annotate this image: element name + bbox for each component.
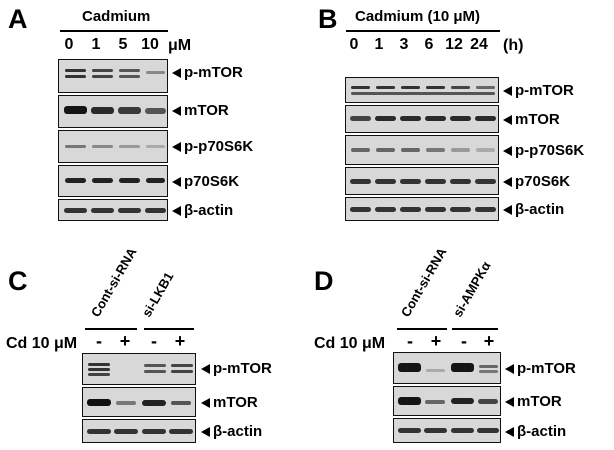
group-underline bbox=[85, 328, 137, 330]
row-label: β-actin bbox=[503, 202, 564, 217]
panel-b-lane-label: 3 bbox=[399, 36, 409, 53]
treatment-label: Cd 10 μM bbox=[6, 335, 78, 352]
group-underline bbox=[452, 328, 498, 330]
panel-b-lane-label: 12 bbox=[445, 36, 463, 53]
row-label: p-mTOR bbox=[172, 65, 243, 80]
row-label: mTOR bbox=[503, 112, 560, 127]
treatment-sign: + bbox=[430, 331, 442, 351]
group-underline bbox=[144, 328, 194, 330]
row-label: β-actin bbox=[172, 203, 233, 218]
panel-a-lane-label: 1 bbox=[91, 36, 101, 53]
blot-c-mtor bbox=[82, 387, 196, 417]
panel-a-unit: μM bbox=[168, 37, 192, 54]
treatment-sign: + bbox=[119, 331, 131, 351]
panel-a-header: Cadmium bbox=[82, 8, 151, 25]
panel-b-header: Cadmium (10 μM) bbox=[355, 8, 481, 25]
blot-b-mtor bbox=[345, 105, 499, 133]
row-label: β-actin bbox=[505, 424, 566, 439]
row-label: mTOR bbox=[201, 395, 258, 410]
blot-b-beta-actin bbox=[345, 197, 499, 221]
panel-b-unit: (h) bbox=[503, 37, 524, 54]
blot-a-beta-actin bbox=[58, 199, 168, 221]
blot-a-p-mtor bbox=[58, 59, 168, 93]
row-label: p-mTOR bbox=[505, 361, 576, 376]
blot-a-mtor bbox=[58, 95, 168, 128]
panel-a-lane-label: 0 bbox=[64, 36, 74, 53]
row-label: p70S6K bbox=[172, 174, 239, 189]
blot-c-beta-actin bbox=[82, 419, 196, 443]
panel-letter-d: D bbox=[314, 266, 334, 296]
blot-b-p-p70s6k bbox=[345, 135, 499, 165]
treatment-label: Cd 10 μM bbox=[314, 335, 386, 352]
panel-letter-c: C bbox=[8, 266, 28, 296]
row-label: p-mTOR bbox=[503, 83, 574, 98]
treatment-sign: - bbox=[407, 331, 413, 351]
row-label: β-actin bbox=[201, 424, 262, 439]
panel-a-lane-label: 10 bbox=[141, 36, 159, 53]
treatment-sign: + bbox=[483, 331, 495, 351]
panel-b-lane-label: 1 bbox=[374, 36, 384, 53]
group-label: Cont-si-RNA bbox=[87, 245, 140, 320]
row-label: p-p70S6K bbox=[172, 139, 253, 154]
blot-a-p-p70s6k bbox=[58, 130, 168, 163]
blot-d-beta-actin bbox=[393, 418, 501, 443]
blot-d-p-mtor bbox=[393, 352, 501, 384]
treatment-sign: + bbox=[174, 331, 186, 351]
panel-b-lane-label: 24 bbox=[470, 36, 488, 53]
panel-b-header-underline bbox=[346, 30, 500, 32]
panel-letter-b: B bbox=[318, 4, 338, 34]
panel-a-header-underline bbox=[60, 30, 168, 32]
panel-letter-a: A bbox=[8, 4, 28, 34]
group-label: si-LKB1 bbox=[138, 269, 177, 320]
panel-a-lane-label: 5 bbox=[118, 36, 128, 53]
blot-b-p70s6k bbox=[345, 167, 499, 195]
panel-b-lane-label: 6 bbox=[424, 36, 434, 53]
row-label: mTOR bbox=[172, 103, 229, 118]
row-label: p-mTOR bbox=[201, 361, 272, 376]
treatment-sign: - bbox=[96, 331, 102, 351]
group-label: Cont-si-RNA bbox=[397, 245, 450, 320]
row-label: mTOR bbox=[505, 394, 562, 409]
blot-c-p-mtor bbox=[82, 353, 196, 385]
group-underline bbox=[397, 328, 447, 330]
group-label: si-AMPKα bbox=[449, 258, 494, 320]
blot-a-p70s6k bbox=[58, 165, 168, 197]
treatment-sign: - bbox=[151, 331, 157, 351]
blot-b-p-mtor bbox=[345, 77, 499, 103]
blot-d-mtor bbox=[393, 386, 501, 416]
panel-b-lane-label: 0 bbox=[349, 36, 359, 53]
treatment-sign: - bbox=[461, 331, 467, 351]
row-label: p-p70S6K bbox=[503, 143, 584, 158]
row-label: p70S6K bbox=[503, 174, 570, 189]
